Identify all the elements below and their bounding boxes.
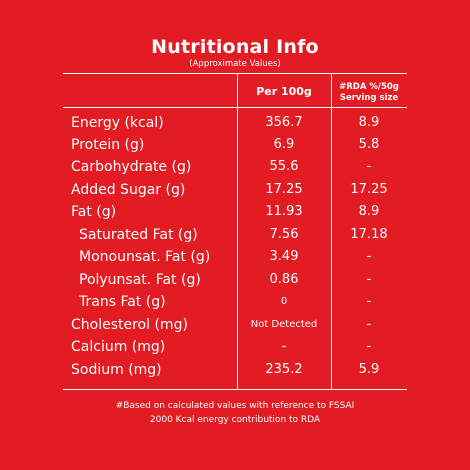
table-row-sodium: Sodium (mg) 235.2 5.9: [0, 359, 470, 381]
table-row-added-sugar: Added Sugar (g) 17.25 17.25: [0, 179, 470, 201]
row-label: Polyunsat. Fat (g): [79, 272, 201, 288]
column-divider-right: [331, 73, 332, 389]
row-value-per100g: 3.49: [269, 249, 299, 264]
table-row-calcium: Calcium (mg) - -: [0, 336, 470, 358]
row-value-rda: 8.9: [358, 204, 380, 219]
row-value-rda: -: [366, 272, 372, 287]
table-row-fat: Fat (g) 11.93 8.9: [0, 201, 470, 223]
row-label: Fat (g): [71, 204, 117, 220]
row-value-per100g: 55.6: [269, 159, 299, 174]
table-row-cholesterol: Cholesterol (mg) Not Detected -: [0, 314, 470, 336]
panel-title: Nutritional Info: [151, 36, 319, 58]
row-value-per100g: 0.86: [269, 272, 299, 287]
table-row-saturated-fat: Saturated Fat (g) 7.56 17.18: [0, 224, 470, 246]
column-header-per100g: Per 100g: [256, 85, 312, 98]
row-label: Protein (g): [71, 137, 145, 153]
row-value-rda: 5.8: [358, 137, 380, 152]
row-label: Cholesterol (mg): [71, 317, 188, 333]
row-value-per100g: 0: [280, 296, 288, 307]
table-top-border: [63, 73, 407, 74]
row-label: Added Sugar (g): [71, 182, 186, 198]
row-value-rda: -: [366, 294, 372, 309]
row-label: Sodium (mg): [71, 362, 162, 378]
table-row-trans-fat: Trans Fat (g) 0 -: [0, 291, 470, 313]
row-value-rda: 5.9: [358, 362, 380, 377]
header-divider: [63, 107, 407, 108]
panel-subtitle: (Approximate Values): [189, 59, 281, 69]
row-value-rda: -: [366, 339, 372, 354]
row-value-rda: -: [366, 249, 372, 264]
row-value-per100g: 6.9: [273, 137, 295, 152]
column-divider-left: [237, 73, 238, 389]
table-row-energy: Energy (kcal) 356.7 8.9: [0, 112, 470, 134]
rda-header-line1: #RDA %/50g: [339, 82, 399, 92]
row-value-per100g: -: [281, 339, 287, 354]
column-header-rda: #RDA %/50g Serving size: [331, 82, 407, 104]
table-row-polyunsaturated-fat: Polyunsat. Fat (g) 0.86 -: [0, 269, 470, 291]
row-value-per100g: 356.7: [265, 115, 303, 130]
row-value-rda: 8.9: [358, 115, 380, 130]
table-bottom-border: [63, 389, 407, 390]
row-label: Trans Fat (g): [79, 294, 166, 310]
row-label: Carbohydrate (g): [71, 159, 192, 175]
table-row-carbohydrate: Carbohydrate (g) 55.6 -: [0, 156, 470, 178]
footnote-line1: #Based on calculated values with referen…: [115, 401, 355, 411]
rda-header-line2: Serving size: [339, 93, 399, 103]
table-row-protein: Protein (g) 6.9 5.8: [0, 134, 470, 156]
row-value-rda: -: [366, 159, 372, 174]
row-label: Saturated Fat (g): [79, 227, 198, 243]
row-label: Energy (kcal): [71, 115, 164, 131]
row-value-per100g: 11.93: [265, 204, 303, 219]
row-value-per100g: 235.2: [265, 362, 303, 377]
row-value-rda: 17.18: [350, 227, 388, 242]
row-value-per100g: 17.25: [265, 182, 303, 197]
row-value-per100g: Not Detected: [250, 319, 318, 330]
footnote-line2: 2000 Kcal energy contribution to RDA: [149, 415, 321, 425]
row-label: Monounsat. Fat (g): [79, 249, 211, 265]
row-value-rda: -: [366, 317, 372, 332]
table-row-monounsaturated-fat: Monounsat. Fat (g) 3.49 -: [0, 246, 470, 268]
row-value-rda: 17.25: [350, 182, 388, 197]
row-label: Calcium (mg): [71, 339, 166, 355]
row-value-per100g: 7.56: [269, 227, 299, 242]
